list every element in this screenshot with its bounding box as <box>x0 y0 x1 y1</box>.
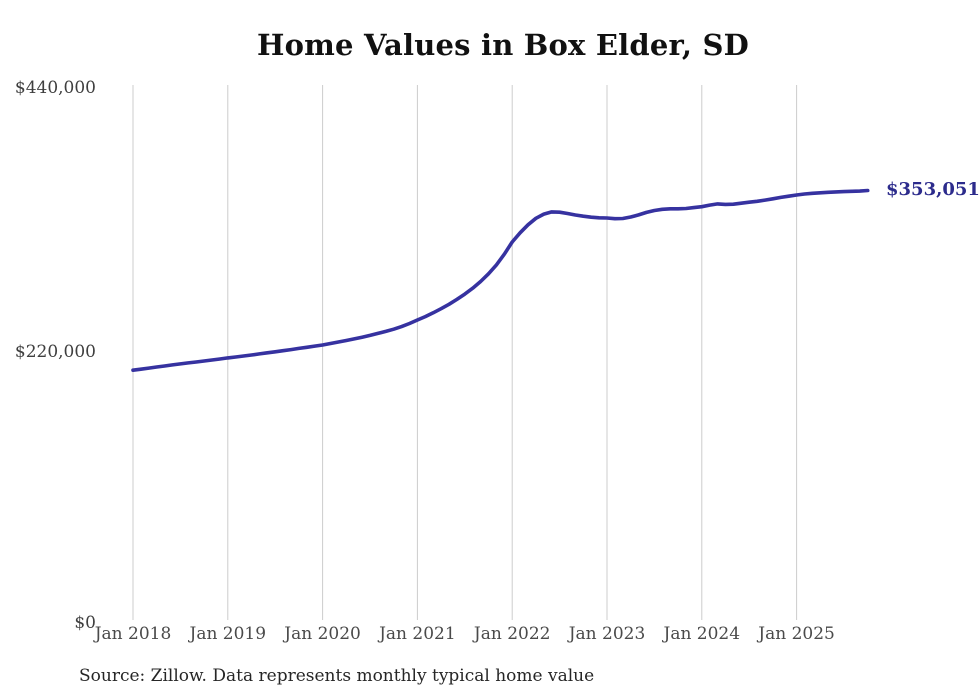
chart-title: Home Values in Box Elder, SD <box>257 28 749 62</box>
home-value-line-series <box>131 188 870 373</box>
y-tick-label-220000: $220,000 <box>14 342 96 362</box>
current-value-label: $353,051 <box>886 179 980 200</box>
y-tick-label-440000: $440,000 <box>14 78 96 98</box>
source-note: Source: Zillow. Data represents monthly … <box>79 666 595 686</box>
y-tick-label-0: $0 <box>74 613 96 633</box>
